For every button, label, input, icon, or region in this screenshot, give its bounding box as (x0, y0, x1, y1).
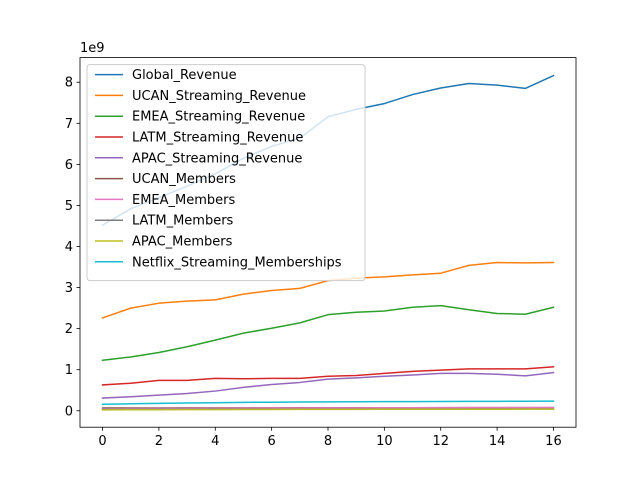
x-tick-label: 6 (267, 434, 275, 449)
x-tick-label: 4 (211, 434, 219, 449)
x-tick-label: 10 (376, 434, 393, 449)
legend-label-0: Global_Revenue (132, 68, 237, 83)
legend-label-5: UCAN_Members (132, 172, 236, 187)
x-tick-label: 16 (545, 434, 562, 449)
series-line-3 (101, 366, 555, 386)
legend-label-6: EMEA_Members (132, 193, 236, 208)
y-tick-label: 3 (65, 281, 73, 296)
x-tick-label: 14 (489, 434, 506, 449)
y-tick-label: 1 (65, 363, 73, 378)
legend-label-2: EMEA_Streaming_Revenue (132, 110, 305, 125)
y-tick-label: 0 (65, 404, 73, 419)
x-axis: 0 2 4 6 8 10 12 14 16 (98, 427, 562, 449)
series-line-8 (101, 408, 555, 411)
legend-label-3: LATM_Streaming_Revenue (132, 131, 303, 146)
series-line-6 (101, 406, 555, 410)
series-line-2 (101, 304, 555, 362)
x-tick-label: 12 (432, 434, 449, 449)
legend-label-8: APAC_Members (132, 235, 233, 250)
y-tick-label: 4 (65, 240, 73, 255)
x-tick-label: 2 (155, 434, 163, 449)
legend: Global_Revenue UCAN_Streaming_Revenue EMEA… (86, 64, 366, 282)
y-tick-label: 2 (65, 322, 73, 337)
x-tick-label: 8 (324, 434, 332, 449)
legend-label-9: Netflix_Streaming_Memberships (132, 255, 342, 270)
series-line-9 (101, 400, 555, 405)
legend-label-1: UCAN_Streaming_Revenue (132, 89, 306, 104)
x-tick-label: 0 (98, 434, 106, 449)
y-tick-label: 7 (65, 117, 73, 132)
y-tick-label: 8 (65, 76, 73, 91)
y-tick-label: 5 (65, 199, 73, 214)
series-line-4 (101, 371, 555, 399)
legend-frame (86, 64, 366, 282)
y-axis-multiplier: 1e9 (80, 41, 105, 56)
legend-label-7: LATM_Members (132, 214, 234, 229)
y-axis: 0 1 2 3 4 5 6 7 8 (65, 76, 80, 419)
y-tick-label: 6 (65, 158, 73, 173)
legend-label-4: APAC_Streaming_Revenue (132, 151, 302, 166)
